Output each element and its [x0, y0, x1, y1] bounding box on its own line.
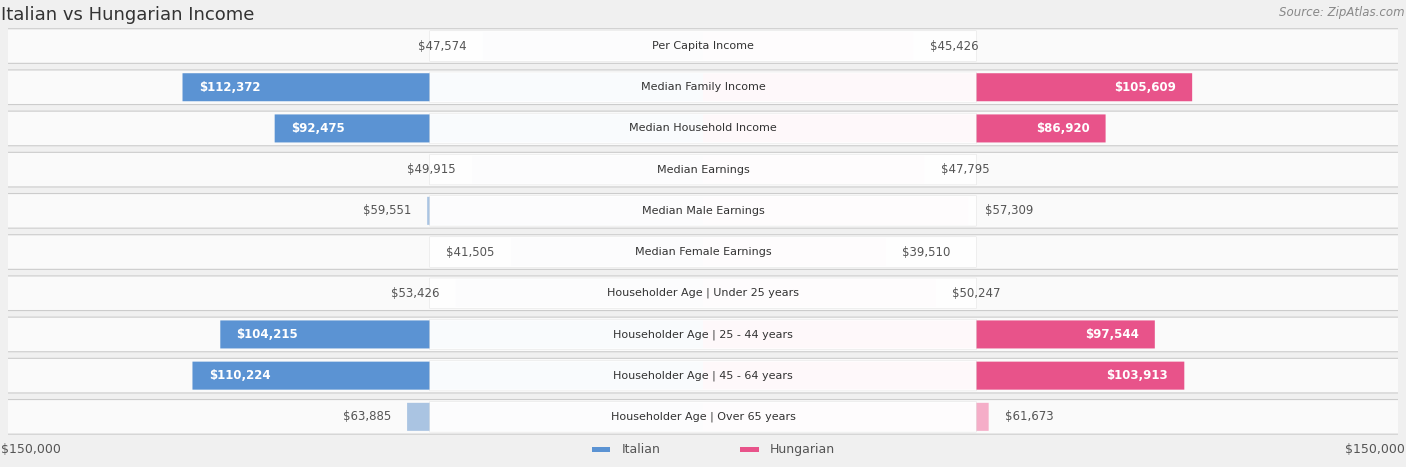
FancyBboxPatch shape — [430, 113, 976, 144]
FancyBboxPatch shape — [430, 319, 976, 350]
Text: $53,426: $53,426 — [391, 287, 439, 300]
FancyBboxPatch shape — [183, 73, 703, 101]
Text: $112,372: $112,372 — [198, 81, 260, 94]
FancyBboxPatch shape — [0, 276, 1406, 311]
Text: $86,920: $86,920 — [1036, 122, 1090, 135]
Text: Italian vs Hungarian Income: Italian vs Hungarian Income — [1, 6, 254, 24]
FancyBboxPatch shape — [430, 278, 976, 309]
FancyBboxPatch shape — [274, 114, 703, 142]
Text: $92,475: $92,475 — [291, 122, 344, 135]
Text: $47,574: $47,574 — [418, 40, 467, 53]
FancyBboxPatch shape — [0, 400, 1406, 434]
Text: Median Family Income: Median Family Income — [641, 82, 765, 92]
Text: $49,915: $49,915 — [406, 163, 456, 176]
Text: Median Female Earnings: Median Female Earnings — [634, 247, 772, 257]
Text: $103,913: $103,913 — [1107, 369, 1168, 382]
FancyBboxPatch shape — [703, 403, 988, 431]
FancyBboxPatch shape — [0, 70, 1406, 105]
FancyBboxPatch shape — [430, 361, 976, 391]
FancyBboxPatch shape — [0, 152, 1406, 187]
Text: Italian: Italian — [621, 443, 661, 456]
Text: Median Male Earnings: Median Male Earnings — [641, 206, 765, 216]
Bar — [740, 447, 759, 452]
Text: $47,795: $47,795 — [941, 163, 990, 176]
FancyBboxPatch shape — [703, 320, 1154, 348]
FancyBboxPatch shape — [430, 237, 976, 267]
FancyBboxPatch shape — [703, 156, 924, 184]
FancyBboxPatch shape — [430, 155, 976, 185]
Text: Householder Age | 25 - 44 years: Householder Age | 25 - 44 years — [613, 329, 793, 340]
FancyBboxPatch shape — [427, 197, 703, 225]
FancyBboxPatch shape — [703, 114, 1105, 142]
FancyBboxPatch shape — [472, 156, 703, 184]
FancyBboxPatch shape — [0, 317, 1406, 352]
Bar — [592, 447, 610, 452]
Text: Median Household Income: Median Household Income — [628, 123, 778, 134]
FancyBboxPatch shape — [703, 73, 1192, 101]
Text: $110,224: $110,224 — [208, 369, 270, 382]
Text: $105,609: $105,609 — [1114, 81, 1175, 94]
FancyBboxPatch shape — [0, 29, 1406, 64]
FancyBboxPatch shape — [0, 358, 1406, 393]
Text: Per Capita Income: Per Capita Income — [652, 41, 754, 51]
Text: $150,000: $150,000 — [1346, 443, 1405, 456]
FancyBboxPatch shape — [0, 111, 1406, 146]
FancyBboxPatch shape — [408, 403, 703, 431]
FancyBboxPatch shape — [703, 361, 1184, 389]
Text: $59,551: $59,551 — [363, 205, 411, 217]
Text: Householder Age | Under 25 years: Householder Age | Under 25 years — [607, 288, 799, 298]
Text: $39,510: $39,510 — [903, 246, 950, 259]
Text: Hungarian: Hungarian — [770, 443, 835, 456]
FancyBboxPatch shape — [430, 72, 976, 102]
Text: $41,505: $41,505 — [446, 246, 495, 259]
FancyBboxPatch shape — [703, 197, 969, 225]
FancyBboxPatch shape — [510, 238, 703, 266]
FancyBboxPatch shape — [430, 196, 976, 226]
Text: Source: ZipAtlas.com: Source: ZipAtlas.com — [1279, 6, 1405, 19]
Text: $104,215: $104,215 — [236, 328, 298, 341]
FancyBboxPatch shape — [703, 32, 914, 60]
FancyBboxPatch shape — [0, 235, 1406, 269]
FancyBboxPatch shape — [0, 193, 1406, 228]
FancyBboxPatch shape — [221, 320, 703, 348]
Text: Median Earnings: Median Earnings — [657, 165, 749, 175]
FancyBboxPatch shape — [456, 279, 703, 307]
Text: $57,309: $57,309 — [984, 205, 1033, 217]
Text: $45,426: $45,426 — [929, 40, 979, 53]
Text: $63,885: $63,885 — [343, 410, 391, 424]
FancyBboxPatch shape — [430, 402, 976, 432]
Text: $150,000: $150,000 — [1, 443, 60, 456]
FancyBboxPatch shape — [482, 32, 703, 60]
Text: Householder Age | Over 65 years: Householder Age | Over 65 years — [610, 411, 796, 422]
FancyBboxPatch shape — [193, 361, 703, 389]
Text: Householder Age | 45 - 64 years: Householder Age | 45 - 64 years — [613, 370, 793, 381]
Text: $61,673: $61,673 — [1005, 410, 1053, 424]
Text: $50,247: $50,247 — [952, 287, 1001, 300]
Text: $97,544: $97,544 — [1084, 328, 1139, 341]
FancyBboxPatch shape — [703, 279, 936, 307]
FancyBboxPatch shape — [703, 238, 886, 266]
FancyBboxPatch shape — [430, 31, 976, 61]
